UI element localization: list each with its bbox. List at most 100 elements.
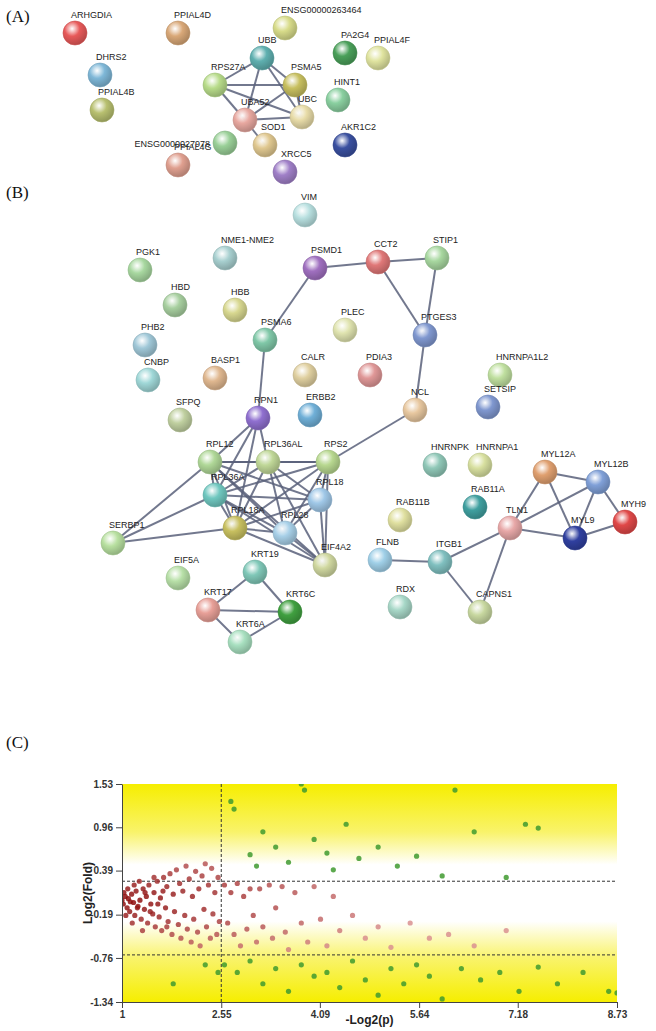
point: [190, 894, 195, 899]
point: [195, 930, 200, 935]
point: [516, 989, 521, 994]
point: [151, 875, 156, 880]
node-label: RPL12: [206, 439, 234, 449]
node: [298, 403, 322, 427]
point: [178, 936, 183, 941]
point: [123, 913, 128, 918]
point: [199, 873, 204, 878]
reference-line: [122, 954, 617, 955]
point: [125, 886, 130, 891]
point: [169, 932, 174, 937]
point: [273, 966, 278, 971]
point: [228, 890, 233, 895]
point: [183, 863, 188, 868]
scatter-chart: 12.554.095.647.188.73-1.34-0.76-0.190.39…: [81, 779, 628, 1027]
point: [376, 993, 381, 998]
tick-mark: [116, 784, 122, 785]
node-label: KRT19: [251, 549, 279, 559]
node: [468, 453, 492, 477]
node: [228, 630, 252, 654]
node: [308, 488, 332, 512]
node: [273, 521, 297, 545]
node: [586, 470, 610, 494]
point: [157, 914, 162, 919]
point: [155, 901, 160, 906]
point: [324, 943, 329, 948]
tick-mark: [221, 1002, 222, 1008]
node-label: NME1-NME2: [221, 235, 274, 245]
point: [148, 901, 153, 906]
point: [254, 863, 259, 868]
node: [213, 131, 237, 155]
tick-label: 0.96: [94, 822, 114, 833]
node: [90, 98, 114, 122]
point: [204, 924, 209, 929]
point: [312, 974, 317, 979]
point: [555, 981, 560, 986]
point: [247, 958, 252, 963]
point: [350, 958, 355, 963]
point: [363, 936, 368, 941]
point: [408, 920, 413, 925]
node-label: HINT1: [334, 77, 360, 87]
node: [196, 598, 220, 622]
node-label: PSMA5: [291, 62, 322, 72]
node: [333, 41, 357, 65]
point: [139, 917, 144, 922]
node: [316, 450, 340, 474]
node-label: CCT2: [374, 239, 398, 249]
point: [171, 892, 176, 897]
point: [414, 854, 419, 859]
point: [344, 822, 349, 827]
point: [127, 909, 132, 914]
node: [166, 153, 190, 177]
tick: 4.09: [311, 1002, 331, 1020]
tick-mark: [116, 958, 122, 959]
node-label: CNBP: [144, 357, 169, 367]
point: [222, 882, 227, 887]
point: [176, 922, 181, 927]
point: [215, 875, 220, 880]
tick: 1: [120, 1002, 126, 1020]
point: [536, 825, 541, 830]
node-label: PSMD1: [311, 245, 342, 255]
points: [122, 784, 617, 1002]
point: [504, 875, 509, 880]
node: [128, 258, 152, 282]
point: [337, 928, 342, 933]
node: [273, 16, 297, 40]
tick: 0.96: [94, 822, 122, 833]
point: [472, 829, 477, 834]
tick-label: 0.39: [94, 865, 114, 876]
point: [206, 882, 211, 887]
point: [388, 945, 393, 950]
node-label: MYL12A: [541, 449, 576, 459]
point: [324, 851, 329, 856]
point: [225, 920, 230, 925]
tick: 0.39: [94, 865, 122, 876]
node-label: RPL36AL: [264, 439, 303, 449]
node: [358, 363, 382, 387]
point: [247, 852, 252, 857]
node-label: CALR: [301, 352, 326, 362]
point: [270, 936, 275, 941]
point: [356, 856, 361, 861]
node: [203, 483, 227, 507]
point: [231, 932, 236, 937]
node-label: RAB11A: [471, 484, 505, 494]
point: [208, 936, 213, 941]
tick: 1.53: [94, 779, 122, 790]
point: [414, 962, 419, 967]
node: [428, 550, 452, 574]
node-label: RPL28: [281, 510, 309, 520]
tick: 7.18: [509, 1002, 529, 1020]
point: [260, 981, 265, 986]
panel-label: (C): [6, 733, 29, 752]
point: [244, 926, 249, 931]
point: [130, 920, 135, 925]
point: [187, 876, 192, 881]
tick: 8.73: [608, 1002, 628, 1020]
node-label: SOD1: [261, 122, 286, 132]
point: [198, 943, 203, 948]
panel-label: (A): [6, 7, 30, 26]
